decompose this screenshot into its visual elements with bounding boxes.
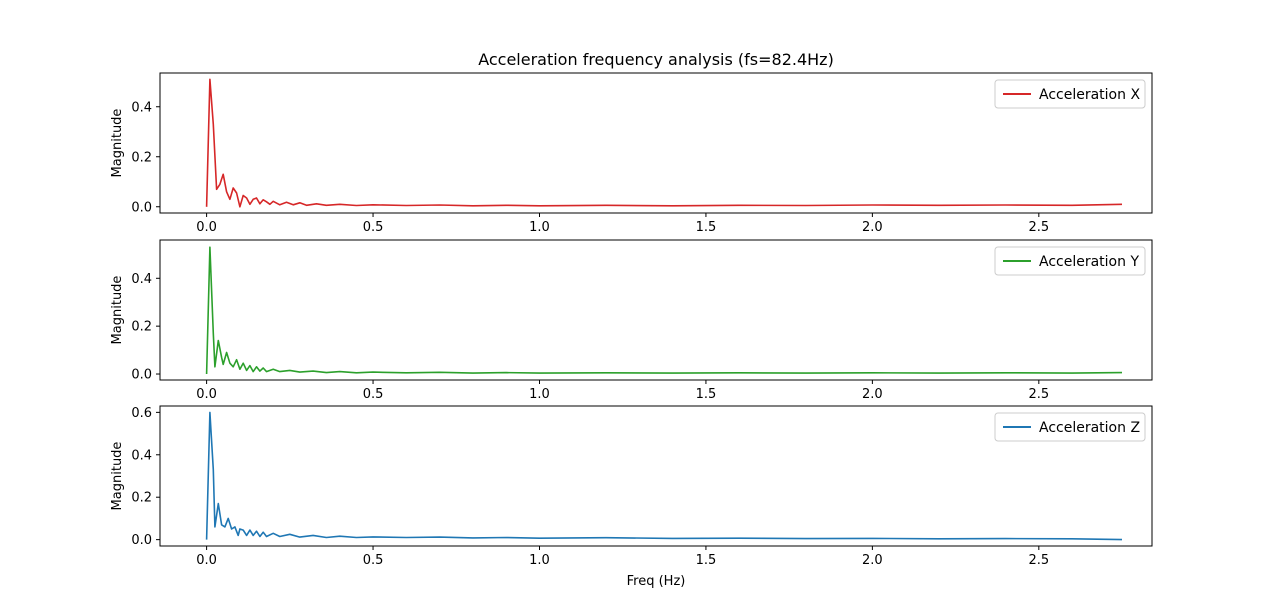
x-tick-label: 2.0	[862, 553, 883, 568]
x-tick-label: 0.0	[196, 553, 217, 568]
subplot-2: 0.0 0.5 1.0 1.5 2.0 2.5 0.0 0.2 0.4 Magnitude Acce…	[110, 239, 1153, 402]
x-tick-label: 1.5	[696, 220, 717, 235]
axes-frame	[159, 72, 1153, 214]
y-tick-label: 0.0	[131, 533, 152, 548]
x-axis-label: Freq (Hz)	[627, 574, 686, 589]
y-tick-label: 0.2	[131, 320, 152, 335]
series-line-acceleration-x	[205, 78, 1123, 208]
y-tick-label: 0.0	[131, 200, 152, 215]
x-tick-label: 1.0	[529, 553, 550, 568]
legend-label: Acceleration Z	[1039, 420, 1140, 436]
legend-box	[994, 412, 1146, 442]
y-axis-label: Magnitude	[110, 109, 125, 178]
y-tick-label: 0.2	[131, 150, 152, 165]
legend: Acceleration Y	[994, 246, 1146, 276]
x-tick-label: 2.0	[862, 387, 883, 402]
y-tick-label: 0.2	[131, 491, 152, 506]
x-tick-label: 2.5	[1028, 553, 1049, 568]
x-tick-label: 2.5	[1028, 387, 1049, 402]
x-tick-label: 0.5	[363, 387, 384, 402]
axes-frame	[159, 239, 1153, 381]
x-tick-label: 0.0	[196, 387, 217, 402]
x-tick-label: 0.0	[196, 220, 217, 235]
x-tick-label: 0.5	[363, 220, 384, 235]
legend-label: Acceleration X	[1039, 87, 1140, 103]
series-line-acceleration-z	[205, 411, 1123, 541]
y-tick-label: 0.4	[131, 272, 152, 287]
x-tick-label: 1.0	[529, 220, 550, 235]
legend-box	[994, 79, 1146, 109]
y-tick-label: 0.6	[131, 406, 152, 421]
legend: Acceleration Z	[994, 412, 1146, 442]
x-tick-label: 0.5	[363, 553, 384, 568]
y-tick-label: 0.4	[131, 448, 152, 463]
x-tick-label: 1.0	[529, 387, 550, 402]
y-axis-label: Magnitude	[110, 276, 125, 345]
legend: Acceleration X	[994, 79, 1146, 109]
y-tick-label: 0.0	[131, 368, 152, 383]
y-axis-label: Magnitude	[110, 442, 125, 511]
subplot-panels: 0.0 0.5 1.0 1.5 2.0 2.5 0.0 0.2 0.4 Magnitude Acce…	[110, 72, 1153, 568]
legend-label: Acceleration Y	[1039, 254, 1139, 270]
legend-box	[994, 246, 1146, 276]
subplot-1: 0.0 0.5 1.0 1.5 2.0 2.5 0.0 0.2 0.4 Magnitude Acce…	[110, 72, 1153, 235]
y-tick-label: 0.4	[131, 100, 152, 115]
subplot-3: 0.0 0.5 1.0 1.5 2.0 2.5 0.0 0.2 0.4 0.6 Magnitude A…	[110, 405, 1153, 568]
x-tick-label: 1.5	[696, 553, 717, 568]
series-line-acceleration-y	[205, 246, 1123, 375]
chart-title: Acceleration frequency analysis (fs=82.4…	[478, 50, 834, 69]
x-tick-label: 1.5	[696, 387, 717, 402]
axes-frame	[159, 405, 1153, 547]
x-tick-label: 2.5	[1028, 220, 1049, 235]
x-tick-label: 2.0	[862, 220, 883, 235]
